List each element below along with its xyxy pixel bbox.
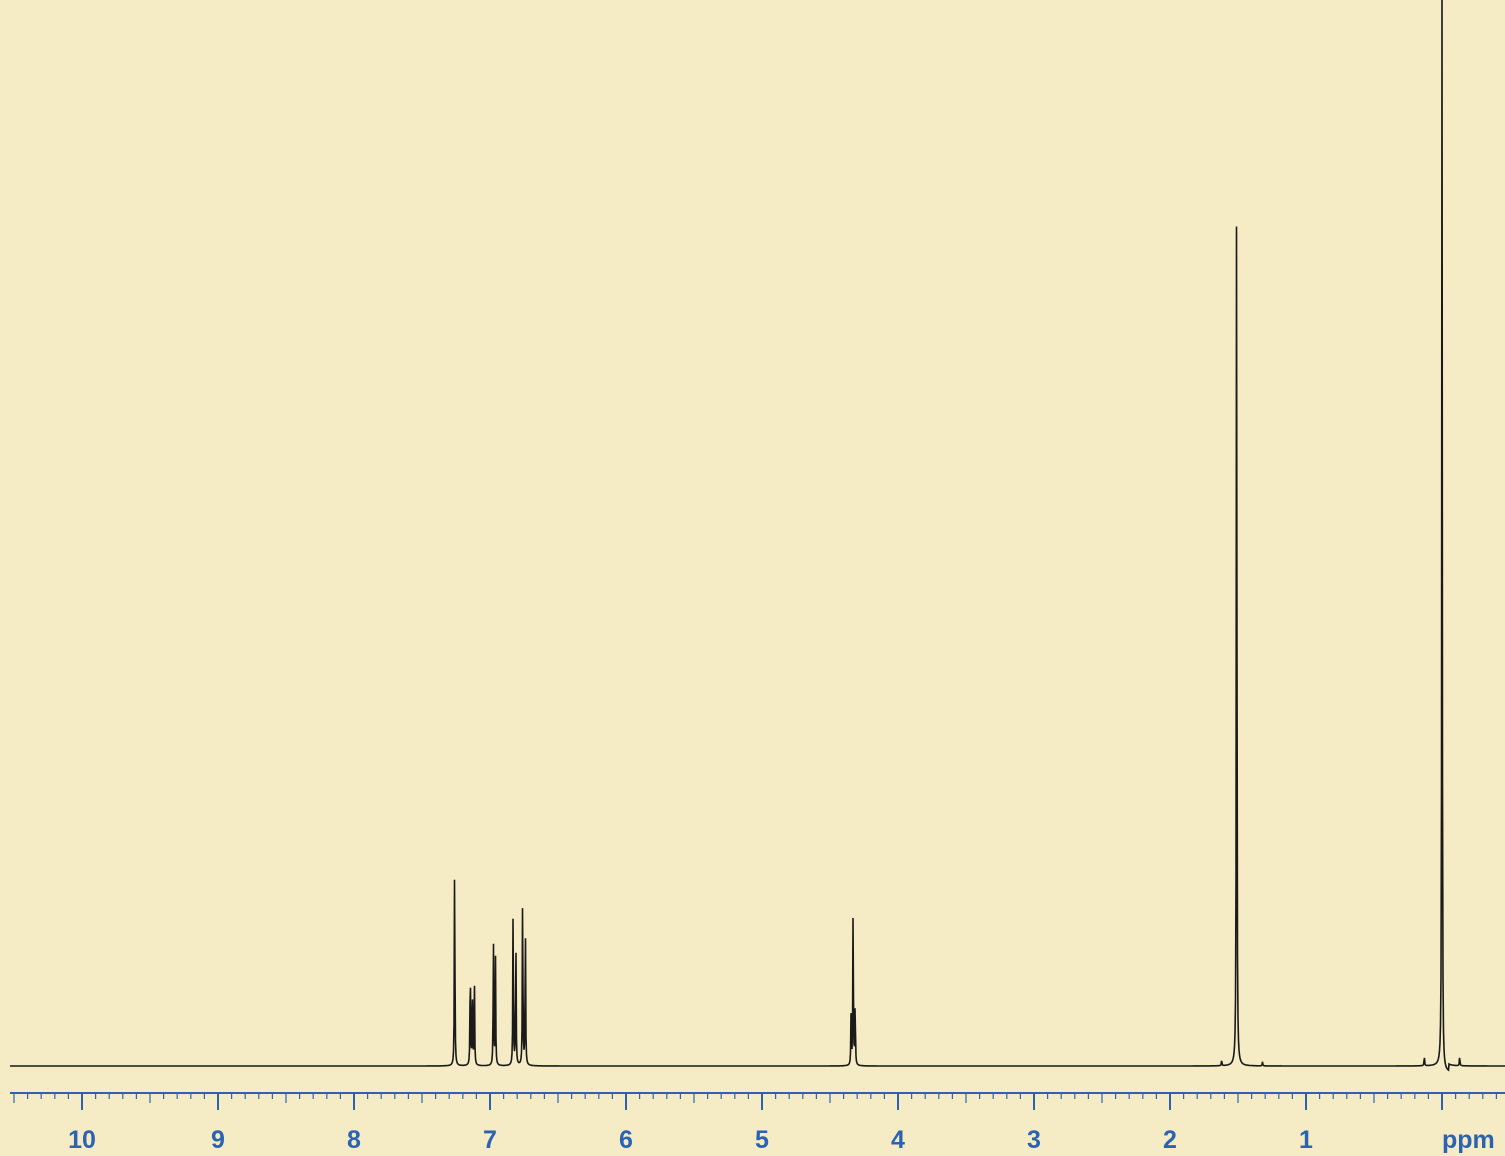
tick-label: 9: [211, 1126, 225, 1154]
tick-labels: 10 9 8 7 6 5 4 3 2 1: [68, 1126, 1313, 1154]
ppm-axis: 10 9 8 7 6 5 4 3 2 1 ppm: [10, 1092, 1505, 1154]
spectrum-trace-group: [10, 0, 1505, 1072]
tick-label: 8: [347, 1126, 361, 1154]
tick-label: 7: [483, 1126, 497, 1154]
minor-ticks: [13, 1093, 1498, 1103]
tick-label: 2: [1163, 1126, 1177, 1154]
spectrum-trace: [10, 0, 1505, 1072]
axis-unit-label: ppm: [1442, 1126, 1495, 1154]
tick-label: 3: [1027, 1126, 1041, 1154]
tick-label: 1: [1299, 1126, 1313, 1154]
tick-label: 5: [755, 1126, 769, 1154]
major-ticks: [81, 1093, 1443, 1110]
tick-label: 10: [68, 1126, 96, 1154]
tick-label: 6: [619, 1126, 633, 1154]
tick-label: 4: [891, 1126, 905, 1154]
